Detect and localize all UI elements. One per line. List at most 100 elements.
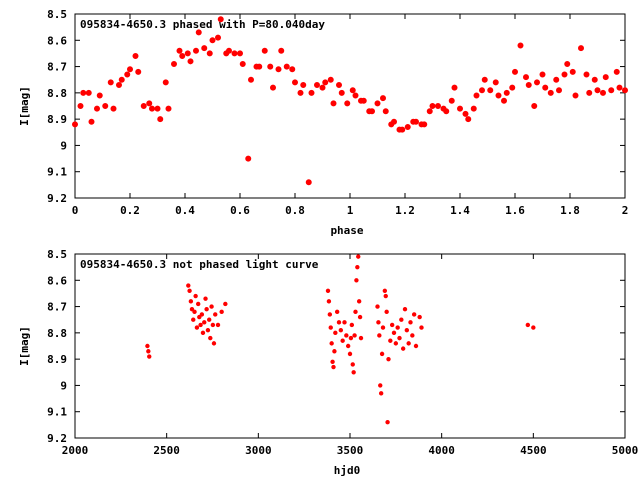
- data-point: [336, 320, 342, 325]
- data-point: [388, 338, 393, 343]
- y-tick-label: 9.1: [47, 166, 67, 179]
- data-point: [188, 299, 194, 304]
- data-point: [184, 50, 191, 57]
- data-point: [135, 68, 142, 75]
- data-points: [145, 254, 536, 425]
- axis-ticks: 2000 2500 3000 3500 4000 4500 5000 8.5 8.6 8.7 8.8…: [47, 248, 638, 457]
- data-point: [402, 307, 408, 312]
- data-point: [356, 254, 361, 259]
- data-point: [393, 341, 399, 346]
- data-point: [215, 322, 221, 328]
- data-point: [199, 312, 205, 317]
- data-point: [198, 322, 203, 328]
- x-tick-label: 4500: [520, 444, 547, 457]
- data-point: [375, 304, 380, 309]
- data-point: [202, 320, 207, 325]
- data-point: [132, 53, 139, 60]
- data-point: [94, 105, 101, 112]
- data-point: [443, 108, 450, 115]
- data-point: [421, 121, 428, 128]
- x-tick-label: 2: [622, 204, 629, 217]
- data-point: [88, 118, 95, 125]
- data-point: [411, 312, 417, 317]
- x-tick-label: 0.2: [120, 204, 140, 217]
- data-point: [344, 333, 349, 338]
- x-tick-label: 3500: [337, 444, 364, 457]
- axis-ticks: 0 0.2 0.4 0.6 0.8 1 1.2 1.4 1.6 1.8 2 8.5 8.6 8.7 8.8 8…: [47, 8, 628, 217]
- data-point: [278, 47, 285, 54]
- chart-title: 095834-4650.3 phased with P=80.040day: [80, 18, 325, 31]
- x-tick-label: 0.6: [230, 204, 250, 217]
- data-point: [382, 108, 389, 115]
- data-point: [223, 301, 228, 307]
- data-point: [330, 359, 335, 364]
- data-point: [412, 118, 419, 125]
- data-point: [118, 76, 125, 83]
- data-point: [448, 97, 455, 104]
- data-point: [206, 317, 212, 322]
- data-point: [542, 84, 549, 91]
- data-point: [426, 108, 433, 115]
- y-tick-label: 9: [60, 139, 67, 152]
- x-tick-label: 5000: [612, 444, 639, 457]
- data-point: [192, 309, 197, 315]
- data-point: [378, 391, 384, 396]
- data-point: [197, 314, 202, 320]
- data-point: [368, 108, 375, 115]
- data-point: [377, 333, 382, 338]
- data-point: [203, 296, 208, 301]
- data-point: [291, 79, 298, 86]
- data-point: [347, 351, 353, 357]
- data-point: [187, 58, 194, 65]
- data-point: [217, 16, 224, 23]
- data-point: [350, 362, 355, 367]
- data-point: [348, 335, 354, 341]
- y-tick-label: 8.7: [47, 61, 67, 74]
- data-point: [383, 293, 388, 299]
- y-tick-label: 9.1: [47, 406, 67, 419]
- data-point: [236, 50, 243, 57]
- data-point: [380, 325, 386, 330]
- data-point: [247, 76, 254, 83]
- data-point: [470, 105, 477, 112]
- data-point: [209, 304, 214, 309]
- data-point: [179, 53, 186, 60]
- data-point: [344, 100, 351, 107]
- data-point: [376, 320, 381, 325]
- data-point: [146, 349, 151, 354]
- data-point: [329, 341, 334, 346]
- x-axis-label: hjd0: [334, 464, 361, 477]
- data-point: [553, 76, 560, 83]
- data-point: [500, 97, 507, 104]
- data-point: [547, 89, 554, 96]
- data-point: [308, 89, 315, 96]
- data-point: [187, 288, 192, 293]
- x-tick-label: 3000: [245, 444, 272, 457]
- data-point: [525, 322, 531, 328]
- data-point: [509, 84, 516, 91]
- data-point: [578, 45, 585, 52]
- data-point: [162, 79, 169, 86]
- data-point: [189, 307, 195, 312]
- data-point: [209, 37, 216, 44]
- data-point: [186, 283, 191, 288]
- data-point: [586, 89, 593, 96]
- data-point: [191, 317, 196, 322]
- x-tick-label: 0.8: [285, 204, 305, 217]
- x-tick-label: 1.2: [395, 204, 415, 217]
- data-point: [213, 312, 218, 317]
- data-point: [602, 74, 609, 81]
- data-point: [340, 338, 345, 343]
- data-point: [147, 354, 152, 359]
- data-point: [399, 126, 406, 133]
- y-tick-label: 8.9: [47, 353, 67, 366]
- data-point: [399, 317, 404, 322]
- data-point: [127, 66, 134, 73]
- data-point: [328, 325, 333, 330]
- data-point: [225, 47, 232, 54]
- y-tick-label: 9: [60, 379, 67, 392]
- y-tick-label: 8.6: [47, 34, 67, 47]
- data-point: [305, 179, 312, 186]
- x-tick-label: 1.6: [505, 204, 525, 217]
- data-point: [481, 76, 488, 83]
